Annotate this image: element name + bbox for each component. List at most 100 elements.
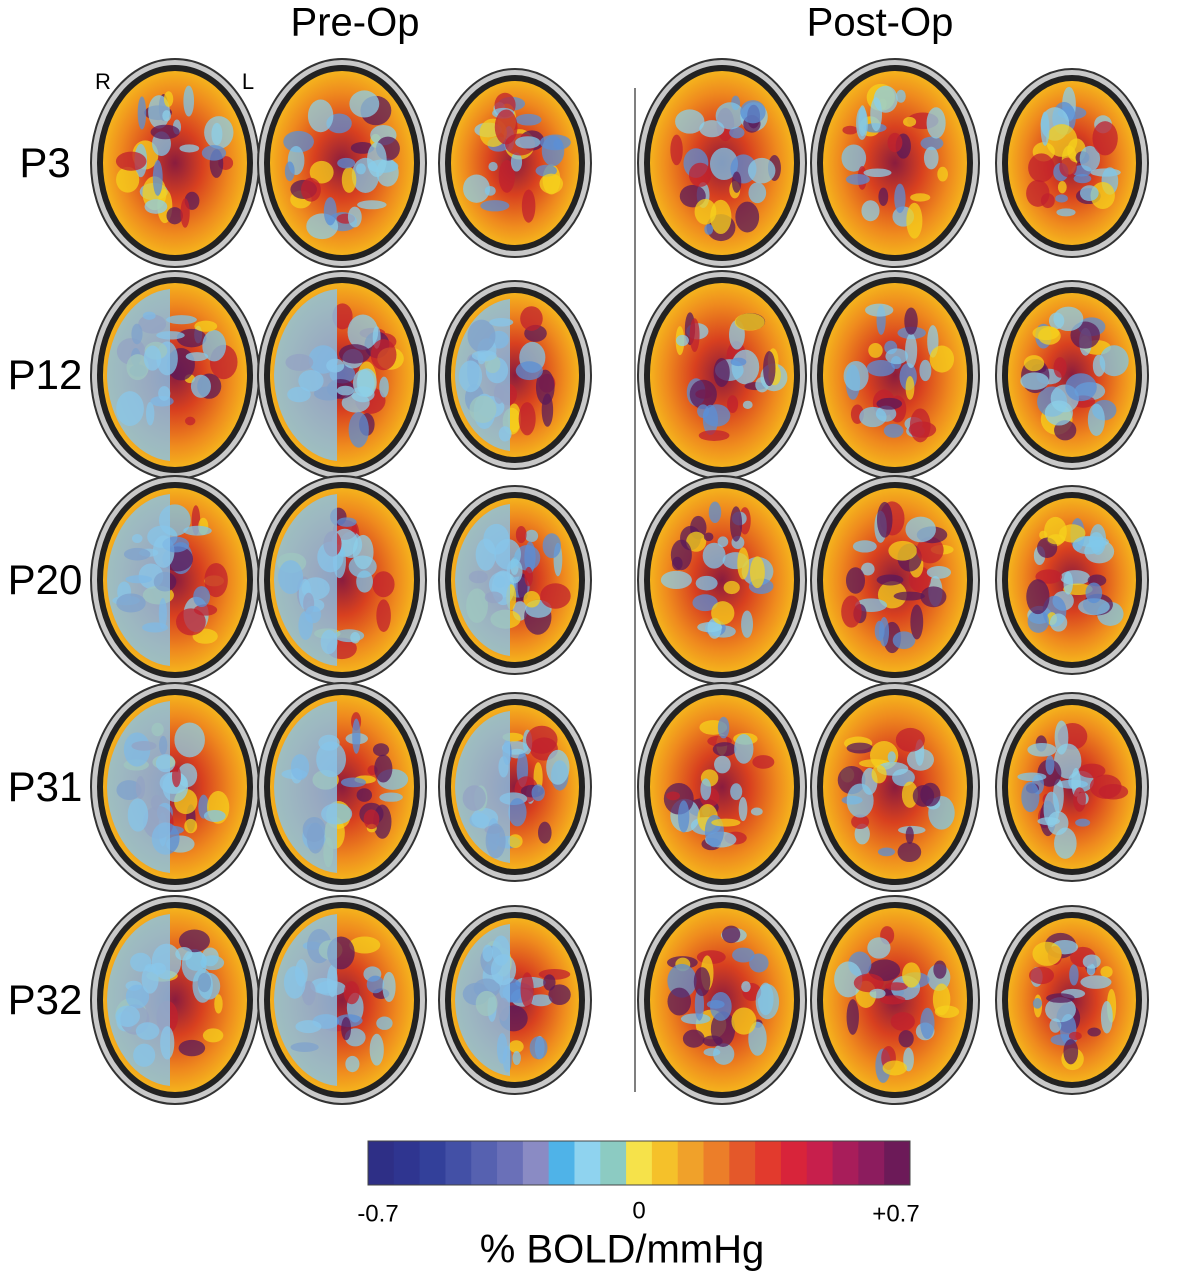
- colorbar-segment: [755, 1141, 782, 1185]
- bold-blob: [898, 1030, 914, 1048]
- bold-blob: [693, 967, 711, 997]
- colorbar-segment: [600, 1141, 627, 1185]
- bold-blob: [494, 109, 518, 145]
- bold-blob: [1023, 355, 1045, 372]
- bold-blob: [865, 303, 894, 317]
- low-cvr-region: [274, 701, 337, 873]
- bold-blob: [1047, 811, 1069, 836]
- bold-blob: [284, 161, 295, 182]
- bold-blob: [193, 586, 211, 608]
- low-cvr-region: [107, 701, 170, 873]
- bold-blob: [137, 96, 147, 130]
- colorbar-segment: [858, 1141, 885, 1185]
- bold-blob: [352, 534, 374, 570]
- bold-blob: [1087, 403, 1105, 437]
- bold-blob: [1055, 194, 1068, 203]
- bold-blob: [116, 166, 140, 193]
- bold-blob: [1063, 571, 1073, 595]
- low-cvr-region: [274, 914, 337, 1086]
- bold-blob: [1069, 964, 1079, 986]
- bold-blob: [734, 734, 754, 764]
- bold-blob: [834, 961, 863, 998]
- bold-blob: [703, 1047, 721, 1057]
- bold-blob: [713, 1043, 735, 1065]
- bold-blob: [1089, 774, 1122, 799]
- bold-blob: [370, 339, 397, 371]
- bold-blob: [885, 348, 909, 365]
- bold-blob: [892, 631, 916, 650]
- bold-blob: [1078, 598, 1110, 616]
- bold-blob: [336, 385, 355, 396]
- bold-blob: [846, 742, 874, 754]
- bold-blob: [521, 189, 536, 223]
- bold-blob: [910, 193, 931, 202]
- bold-blob: [1068, 1031, 1082, 1041]
- bold-blob: [515, 361, 543, 381]
- bold-blob: [515, 526, 527, 544]
- bold-blob: [677, 800, 690, 833]
- brain-scan: [810, 682, 980, 892]
- bold-blob: [700, 778, 712, 801]
- bold-blob: [702, 1035, 723, 1047]
- low-cvr-region: [107, 289, 170, 461]
- bold-blob: [152, 159, 163, 196]
- bold-blob: [845, 174, 870, 185]
- orientation-label: L: [242, 69, 254, 94]
- colorbar-segment: [729, 1141, 756, 1185]
- bold-blob: [1020, 372, 1049, 390]
- bold-blob: [379, 792, 403, 802]
- bold-blob: [1100, 966, 1113, 978]
- colorbar-segment: [626, 1141, 653, 1185]
- bold-blob: [1021, 781, 1040, 813]
- bold-blob: [498, 159, 515, 193]
- bold-blob: [717, 716, 730, 739]
- bold-blob: [742, 400, 753, 409]
- bold-blob: [372, 743, 390, 757]
- bold-blob: [697, 622, 723, 633]
- bold-blob: [347, 206, 362, 228]
- bold-blob: [749, 556, 765, 589]
- bold-blob: [1032, 941, 1062, 966]
- bold-blob: [1073, 174, 1092, 184]
- bold-blob: [1056, 208, 1076, 217]
- bold-blob: [667, 987, 692, 1016]
- bold-blob: [871, 765, 887, 784]
- bold-blob: [508, 1040, 524, 1053]
- bold-blob: [749, 953, 769, 973]
- bold-blob: [876, 501, 893, 538]
- bold-blob: [695, 575, 718, 591]
- bold-blob: [1054, 720, 1069, 755]
- bold-blob: [510, 152, 523, 172]
- bold-blob: [309, 160, 334, 184]
- bold-blob: [896, 89, 906, 103]
- bold-blob: [845, 567, 866, 594]
- bold-blob: [738, 797, 748, 822]
- bold-blob: [520, 972, 534, 1008]
- bold-blob: [666, 791, 680, 801]
- bold-blob: [884, 982, 908, 991]
- brain-scan: [438, 692, 592, 882]
- bold-blob: [752, 755, 775, 769]
- bold-blob: [926, 107, 946, 139]
- bold-blob: [350, 632, 361, 644]
- bold-blob: [214, 994, 223, 1014]
- colorbar-segment: [780, 1141, 808, 1185]
- bold-blob: [202, 330, 227, 362]
- bold-blob: [1073, 787, 1086, 812]
- bold-blob: [923, 146, 939, 170]
- bold-blob: [1039, 530, 1048, 540]
- bold-blob: [866, 359, 895, 377]
- bold-blob: [715, 102, 745, 130]
- bold-blob: [515, 136, 541, 149]
- colorbar-segment: [806, 1141, 834, 1185]
- bold-blob: [204, 116, 234, 149]
- bold-blob: [345, 1055, 360, 1073]
- bold-blob: [337, 517, 357, 527]
- colorbar-segment: [368, 1141, 395, 1185]
- bold-blob: [670, 134, 683, 166]
- brain-scan: [438, 905, 592, 1095]
- bold-blob: [906, 202, 923, 239]
- brain-scan: [995, 692, 1149, 882]
- bold-blob: [699, 120, 725, 138]
- bold-blob: [910, 604, 924, 640]
